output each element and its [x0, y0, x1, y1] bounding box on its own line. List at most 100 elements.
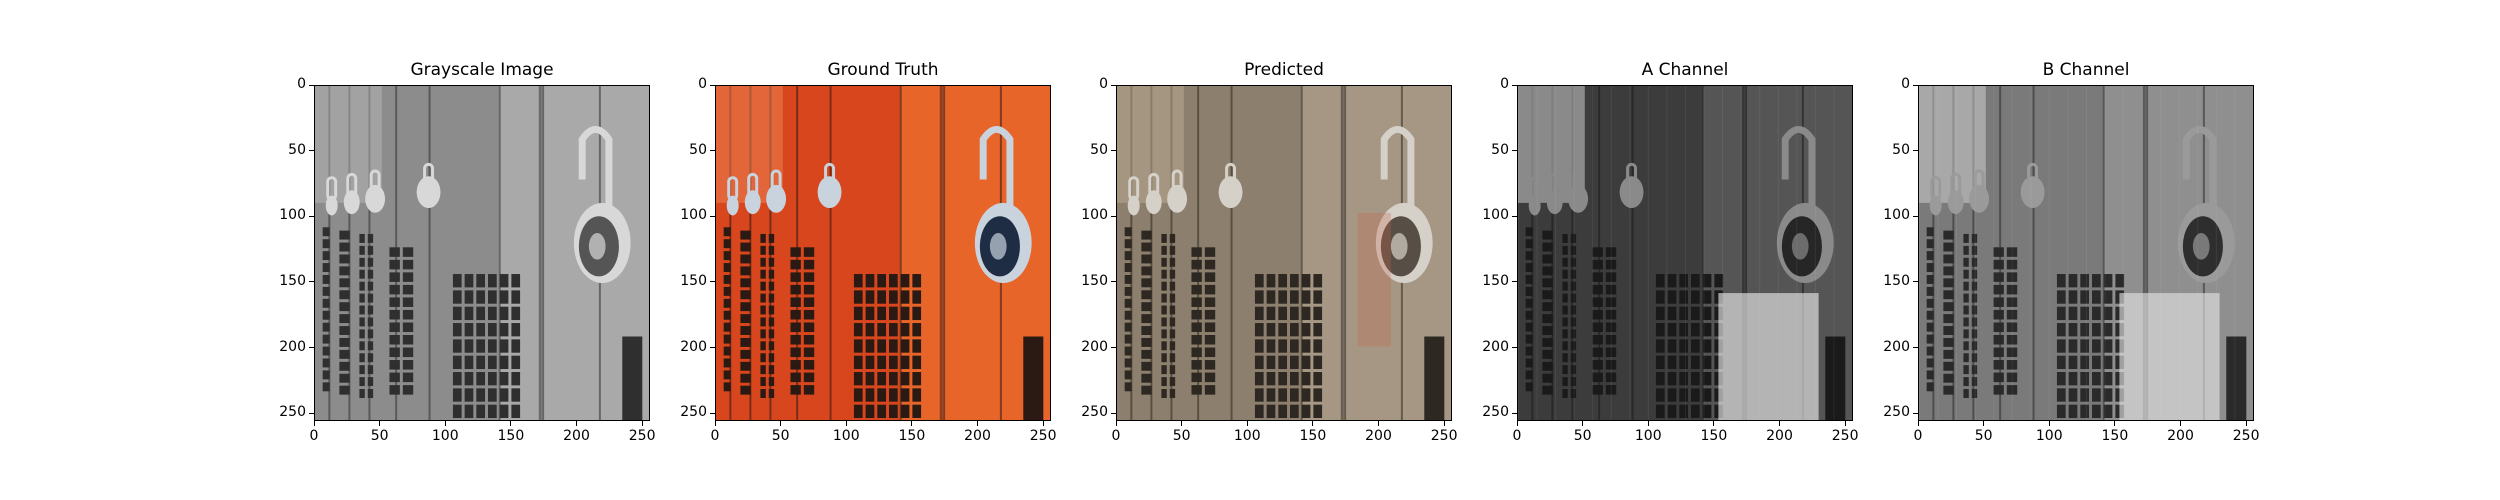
panel-title-predicted: Predicted	[1244, 60, 1324, 80]
locker-seam	[348, 86, 351, 420]
vent-slot	[790, 259, 801, 270]
vent-slot	[499, 274, 509, 288]
padlock-dial-center	[1390, 232, 1408, 260]
vent-slot	[1204, 272, 1216, 282]
vent-slot	[2092, 404, 2101, 419]
vent-slot	[877, 372, 887, 386]
vent-slot	[803, 372, 815, 383]
artifact-line	[2011, 86, 2013, 420]
vent-slot	[1926, 298, 1934, 308]
vent-slot	[1124, 286, 1132, 296]
y-tick-mark	[309, 281, 314, 283]
vent-slot	[865, 372, 875, 386]
x-tick-mark	[1181, 421, 1183, 426]
vent-slot	[1570, 269, 1577, 279]
vent-slot	[1943, 326, 1954, 335]
vent-slot	[912, 274, 922, 288]
locker-seam	[1300, 86, 1303, 420]
x-tick-label: 0	[1512, 428, 1522, 444]
y-tick-mark	[710, 412, 715, 414]
vent-slot	[1161, 377, 1167, 387]
vent-slot	[2068, 290, 2078, 304]
x-tick-label: 250	[1831, 428, 1859, 444]
vent-slot	[2103, 388, 2113, 402]
vent-slot	[1605, 284, 1617, 295]
color-lockers	[716, 86, 1050, 420]
vent-slot	[339, 266, 350, 276]
vent-slot	[768, 341, 775, 351]
y-tick-label: 250	[1482, 404, 1509, 421]
vent-slot	[1943, 302, 1954, 312]
artifact-line	[2178, 86, 2180, 420]
vent-slot	[1542, 373, 1553, 383]
vent-slot	[1926, 358, 1934, 368]
y-tick-label: 150	[680, 272, 707, 289]
x-tick-mark	[2048, 421, 2050, 426]
vent-slot	[1943, 337, 1954, 347]
vent-slot	[1667, 372, 1677, 386]
artifact-line	[2048, 86, 2050, 420]
vent-slot	[359, 233, 365, 243]
vent-slot	[1169, 269, 1176, 279]
vent-slot	[2092, 274, 2101, 288]
x-tick-mark	[2180, 421, 2181, 426]
vent-slot	[912, 355, 922, 370]
x-tick-label: 250	[2232, 428, 2260, 444]
vent-slot	[389, 309, 400, 320]
vent-slot	[499, 372, 509, 386]
small-padlock	[1929, 195, 1942, 216]
panel-title-a-channel: A Channel	[1641, 60, 1729, 80]
vent-slot	[768, 281, 775, 291]
y-tick-mark	[1512, 412, 1517, 414]
small-padlock	[365, 184, 386, 213]
vent-slot	[1655, 404, 1665, 419]
vent-slot	[790, 385, 801, 395]
vent-slot	[464, 306, 474, 321]
x-tick-label: 100	[431, 428, 459, 444]
vent-slot	[1592, 334, 1603, 345]
vent-slot	[359, 377, 365, 387]
vent-slot	[1301, 323, 1311, 337]
vent-slot	[488, 306, 497, 321]
vent-slot	[1691, 355, 1700, 370]
vent-slot	[359, 257, 365, 267]
y-tick-mark	[1512, 281, 1517, 283]
vent-slot	[1667, 323, 1677, 337]
vent-slot	[1290, 339, 1299, 353]
vent-slot	[2080, 290, 2090, 304]
vent-slot	[760, 353, 766, 363]
vent-slot	[1943, 385, 1954, 395]
vent-slot	[760, 281, 766, 291]
vent-slot	[1562, 269, 1568, 279]
y-tick-label: 100	[1081, 207, 1108, 224]
vent-slot	[853, 339, 863, 353]
padlock-shackle	[2182, 126, 2217, 220]
y-tick-mark	[309, 150, 314, 152]
vent-slot	[367, 293, 374, 303]
vent-slot	[803, 322, 815, 333]
x-tick-label: 100	[832, 428, 860, 444]
padlock-dial-center	[2192, 232, 2210, 260]
vent-slot	[853, 404, 863, 419]
vent-slot	[1993, 385, 2004, 395]
vent-slot	[499, 404, 509, 419]
vent-slot	[402, 347, 414, 358]
vent-slot	[1141, 314, 1152, 324]
padlock-shackle	[1380, 126, 1415, 220]
artifact-line	[1796, 86, 1798, 420]
artifact-line	[2234, 86, 2236, 420]
x-tick-mark	[1713, 421, 1715, 426]
vent-slot	[740, 266, 751, 276]
padlock-dial-center	[989, 232, 1007, 260]
vent-slot	[1313, 290, 1323, 304]
vent-slot	[1592, 309, 1603, 320]
vent-slot	[464, 290, 474, 304]
vent-slot	[1562, 305, 1568, 315]
vent-slot	[1204, 385, 1216, 395]
vent-slot	[1971, 245, 1978, 255]
vent-slot	[2068, 274, 2078, 288]
vent-slot	[1993, 247, 2004, 257]
small-padlock	[2020, 176, 2045, 209]
vent-slot	[2068, 339, 2078, 353]
vent-slot	[1290, 388, 1299, 402]
